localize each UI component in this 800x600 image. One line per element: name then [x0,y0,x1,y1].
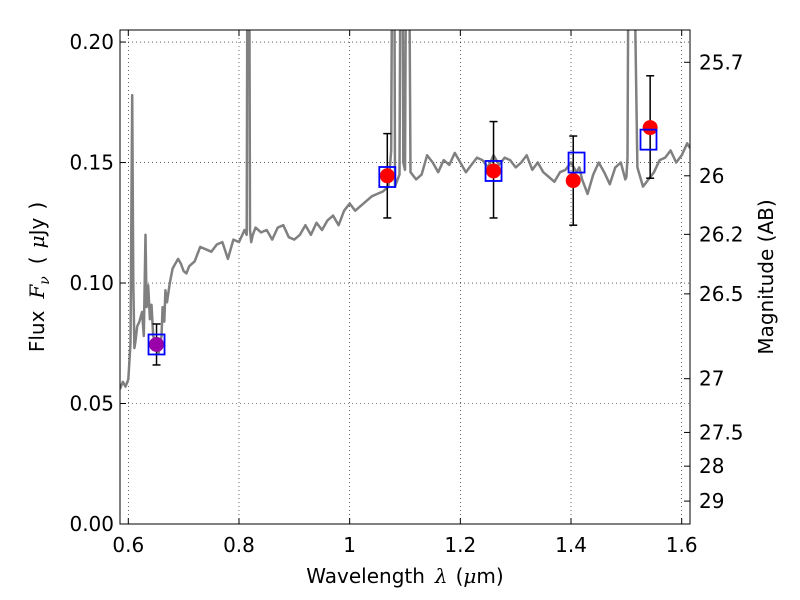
y2-tick-label: 26.2 [699,222,744,246]
x-axis-label-symbol: λ [434,564,448,588]
x-tick-label: 1.2 [444,533,476,557]
observed-points-layer [149,120,658,352]
y-axis-label-symbol: F [25,284,49,300]
y-axis-label-unit-mu: μ [25,235,49,248]
observed-point [379,168,395,184]
observed-point [149,336,165,352]
y-axis-label-prefix: Flux [25,310,49,352]
observed-point [486,163,502,179]
synthetic-point [567,151,586,174]
ticks: 0.6 0.8 1 1.2 1.4 1.6 0.00 0.05 0.10 0.15 0.20 25.7… [69,30,744,557]
synthetic-point [484,160,503,182]
x-tick-label: 1.6 [666,533,698,557]
synthetic-points-layer [147,128,658,356]
y-tick-label: 0.20 [69,30,114,54]
y-tick-label: 0.10 [69,271,114,295]
synthetic-point [639,128,658,151]
y-tick-label: 0.15 [69,151,114,175]
observed-point [565,173,581,189]
observed-point [642,120,658,136]
plot-frame [119,29,691,525]
x-tick-label: 1 [343,533,356,557]
y2-tick-label: 29 [699,489,724,513]
y2-tick-label: 28 [699,454,724,478]
y-axis-label-unit-open: ( [25,256,49,264]
y2-tick-label: 27 [699,367,724,391]
model-spectrum-layer [120,30,690,390]
x-tick-label: 0.8 [223,533,255,557]
y-axis-label-unit-close: ) [25,202,49,210]
y2-tick-label: 27.5 [699,420,744,444]
x-axis-label-unit-open: ( [456,564,464,588]
y2-axis-label: Magnitude (AB) [754,199,778,354]
x-axis-label-prefix: Wavelength [306,564,425,588]
y2-tick-label: 25.7 [699,50,744,74]
y-axis-label-subscript: ν [37,276,53,285]
x-axis-label-unit-rest: m) [476,564,503,588]
model-spectrum-line [120,30,690,390]
y-tick-label: 0.00 [69,512,114,536]
y-axis-label-unit-rest: Jy [25,217,49,237]
y2-tick-label: 26 [699,164,724,188]
synthetic-point [147,333,166,356]
x-tick-label: 0.6 [112,533,144,557]
y-axis-label: Flux Fν ( μJy) [25,202,53,352]
x-axis-label-unit-mu: μ [463,564,476,588]
y2-tick-label: 26.5 [699,282,744,306]
synthetic-point [378,166,397,188]
x-axis-label: Wavelength λ (μm) [306,564,503,588]
x-tick-label: 1.4 [555,533,587,557]
y-tick-label: 0.05 [69,392,114,416]
